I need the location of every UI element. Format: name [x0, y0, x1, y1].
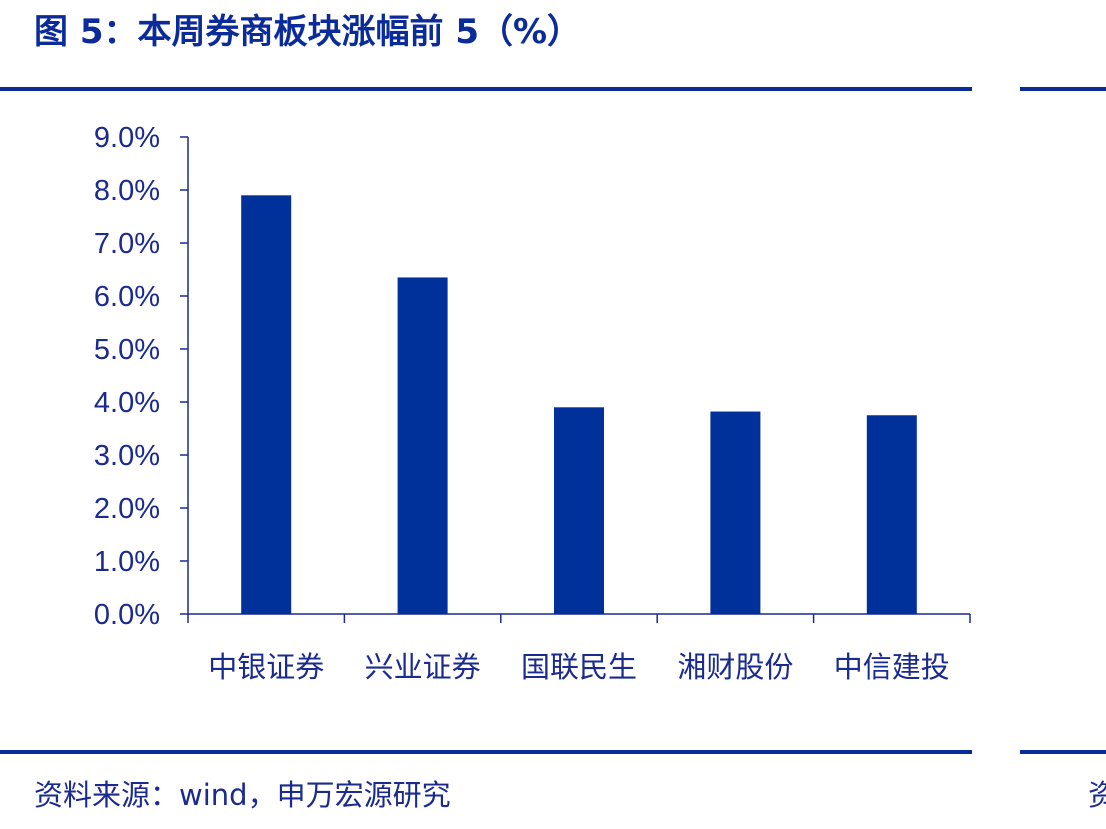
cut-off-source-glyph: 资 [1088, 778, 1106, 812]
y-tick-label: 4.0% [94, 387, 160, 419]
bar-3 [554, 407, 604, 614]
y-tick-label: 3.0% [94, 440, 160, 472]
title-rule-right [1020, 87, 1106, 91]
y-tick-label: 1.0% [94, 546, 160, 578]
bottom-rule-left [0, 750, 972, 754]
y-tick-label: 5.0% [94, 334, 160, 366]
y-tick-label: 0.0% [94, 599, 160, 631]
source-note: 资料来源：wind，申万宏源研究 [34, 778, 451, 812]
y-tick-label: 6.0% [94, 281, 160, 313]
bar-4 [710, 411, 761, 614]
y-tick-label: 2.0% [94, 493, 160, 525]
x-category-label: 兴业证券 [365, 650, 481, 684]
y-tick-label: 7.0% [94, 228, 160, 260]
title-rule-left [0, 87, 972, 91]
bar-5 [866, 415, 917, 614]
y-tick-label: 8.0% [94, 175, 160, 207]
x-category-label: 湘财股份 [677, 650, 793, 684]
x-category-label: 中银证券 [208, 650, 324, 684]
bar-2 [397, 277, 448, 614]
x-category-label: 国联民生 [521, 650, 637, 684]
bottom-rule-right [1020, 750, 1106, 754]
y-tick-label: 9.0% [94, 122, 160, 154]
bar-1 [241, 195, 292, 615]
x-category-label: 中信建投 [834, 650, 950, 684]
figure-title: 图 5：本周券商板块涨幅前 5（%） [34, 12, 582, 52]
